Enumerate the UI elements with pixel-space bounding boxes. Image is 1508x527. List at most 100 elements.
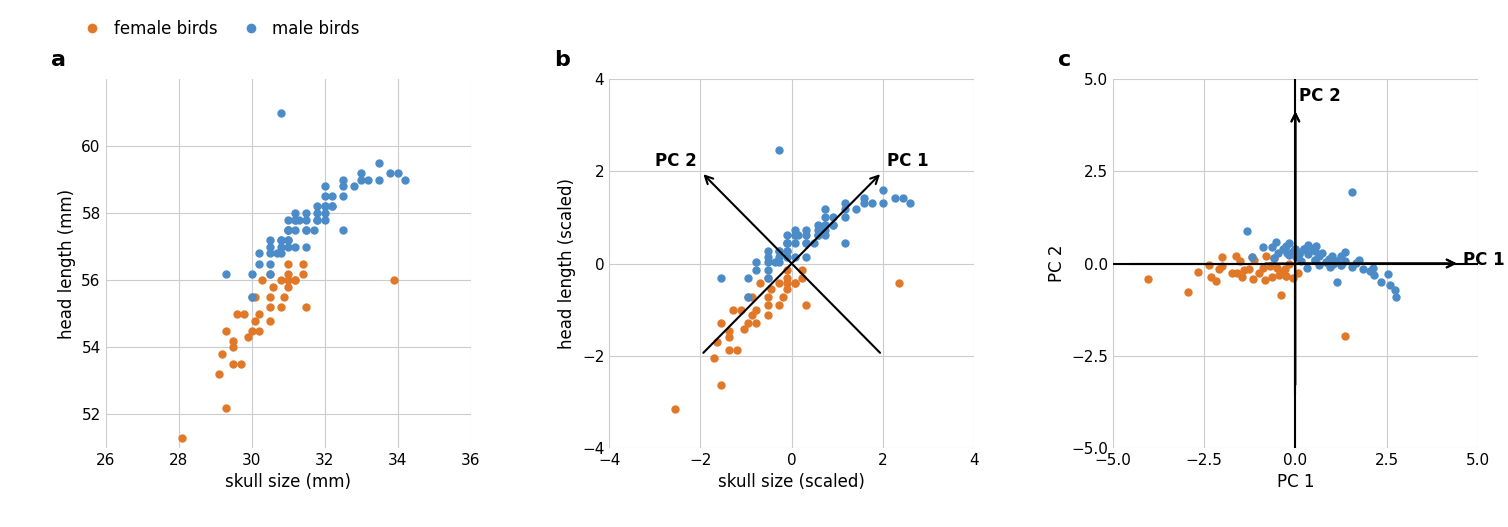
Point [273, 293, 297, 301]
Point [330, 192, 354, 201]
Point [768, 247, 792, 256]
Point [210, 350, 234, 358]
Point [1292, 245, 1316, 253]
X-axis label: PC 1: PC 1 [1277, 473, 1313, 491]
Point [872, 186, 896, 194]
Point [775, 247, 799, 256]
Point [1339, 188, 1363, 196]
Point [1283, 245, 1307, 253]
Point [1224, 268, 1249, 277]
Point [706, 338, 730, 346]
Point [1203, 277, 1228, 285]
Point [1276, 239, 1300, 247]
Point [768, 258, 792, 266]
Point [229, 360, 253, 368]
Point [756, 266, 780, 274]
Point [305, 216, 329, 224]
Point [284, 216, 308, 224]
Y-axis label: head length (scaled): head length (scaled) [558, 178, 576, 349]
Text: PC 2: PC 2 [654, 152, 697, 170]
Point [276, 276, 300, 285]
Point [1351, 265, 1375, 274]
Point [832, 204, 857, 213]
Point [1359, 267, 1383, 275]
Text: c: c [1059, 50, 1071, 70]
Point [756, 274, 780, 282]
Point [1321, 260, 1345, 268]
Point [261, 283, 285, 291]
Y-axis label: PC 2: PC 2 [1048, 245, 1066, 282]
Point [721, 306, 745, 314]
Point [1329, 261, 1353, 269]
Point [1313, 258, 1338, 267]
Point [1289, 257, 1313, 266]
Point [320, 202, 344, 211]
Point [775, 239, 799, 248]
Point [709, 319, 733, 328]
Point [276, 242, 300, 251]
Point [268, 276, 293, 285]
Point [356, 175, 380, 184]
Point [768, 279, 792, 288]
Point [1264, 238, 1288, 247]
Point [1369, 278, 1393, 286]
Point [756, 311, 780, 319]
Point [312, 192, 336, 201]
Point [379, 169, 403, 177]
Point [860, 199, 884, 208]
Point [312, 182, 336, 191]
Point [1250, 242, 1274, 251]
Point [291, 259, 315, 268]
Point [1383, 286, 1407, 294]
Point [1255, 252, 1279, 261]
Point [783, 239, 807, 248]
Point [312, 202, 336, 211]
Point [783, 231, 807, 239]
Point [1304, 242, 1329, 250]
Point [1220, 269, 1244, 278]
Point [1286, 269, 1310, 277]
Point [1360, 264, 1384, 272]
Point [716, 346, 740, 354]
X-axis label: skull size (mm): skull size (mm) [225, 473, 351, 491]
Y-axis label: head length (mm): head length (mm) [57, 189, 75, 338]
Point [1232, 266, 1256, 275]
Point [728, 306, 752, 314]
Point [1199, 272, 1223, 281]
Point [320, 192, 344, 201]
Point [330, 175, 354, 184]
Point [736, 319, 760, 328]
Point [222, 343, 246, 352]
Point [284, 276, 308, 285]
Point [1285, 252, 1309, 261]
Point [1324, 278, 1348, 287]
Point [1307, 260, 1332, 269]
Point [276, 226, 300, 234]
Point [1339, 263, 1363, 271]
Point [775, 285, 799, 293]
Point [768, 145, 792, 154]
Point [709, 274, 733, 282]
Point [276, 226, 300, 234]
Point [795, 300, 819, 309]
Point [775, 274, 799, 282]
Point [305, 216, 329, 224]
Point [756, 300, 780, 309]
Point [1176, 288, 1200, 296]
Point [775, 266, 799, 274]
Point [276, 283, 300, 291]
Point [1267, 271, 1291, 279]
Point [1282, 274, 1306, 282]
Point [775, 239, 799, 248]
Point [287, 216, 311, 224]
Point [382, 276, 406, 285]
Point [247, 249, 271, 258]
Point [795, 252, 819, 261]
Point [1252, 264, 1276, 272]
Point [733, 325, 757, 333]
Point [756, 252, 780, 261]
Point [1274, 249, 1298, 257]
Text: PC 1: PC 1 [1463, 251, 1505, 269]
Point [664, 405, 688, 413]
Point [305, 209, 329, 218]
